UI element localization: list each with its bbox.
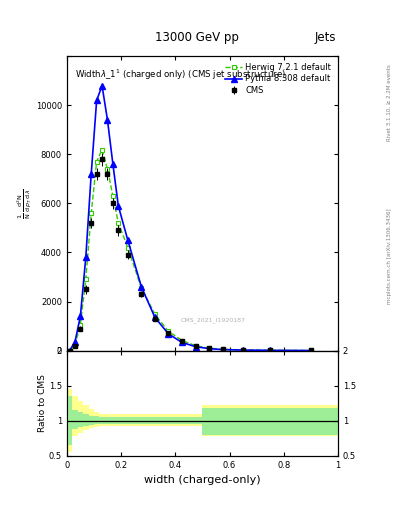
Herwig 7.2.1 default [268, 347, 273, 353]
Pythia 8.308 default [152, 314, 157, 321]
Herwig 7.2.1 default [83, 276, 88, 283]
Herwig 7.2.1 default [220, 346, 225, 352]
X-axis label: width (charged-only): width (charged-only) [144, 475, 261, 485]
Y-axis label: $\frac{1}{\mathrm{N}}\,\frac{\mathrm{d}^2\mathrm{N}}{\mathrm{d}\,p_T\,\mathrm{d}: $\frac{1}{\mathrm{N}}\,\frac{\mathrm{d}^… [16, 188, 34, 219]
Pythia 8.308 default [89, 171, 94, 177]
Text: 13000 GeV pp: 13000 GeV pp [154, 31, 239, 44]
Herwig 7.2.1 default [139, 285, 144, 291]
Text: Jets: Jets [314, 31, 336, 44]
Legend: Herwig 7.2.1 default, Pythia 8.308 default, CMS: Herwig 7.2.1 default, Pythia 8.308 defau… [223, 60, 334, 97]
Pythia 8.308 default [139, 284, 144, 290]
Pythia 8.308 default [268, 347, 273, 353]
Line: Herwig 7.2.1 default: Herwig 7.2.1 default [67, 147, 313, 353]
Pythia 8.308 default [67, 348, 72, 354]
Text: Rivet 3.1.10, ≥ 2.2M events: Rivet 3.1.10, ≥ 2.2M events [387, 64, 392, 141]
Herwig 7.2.1 default [105, 166, 110, 172]
Text: CMS_2021_I1920187: CMS_2021_I1920187 [181, 317, 246, 323]
Pythia 8.308 default [125, 237, 130, 243]
Herwig 7.2.1 default [67, 348, 72, 354]
Herwig 7.2.1 default [125, 245, 130, 251]
Pythia 8.308 default [207, 346, 211, 352]
Herwig 7.2.1 default [180, 337, 184, 344]
Text: mcplots.cern.ch [arXiv:1306.3436]: mcplots.cern.ch [arXiv:1306.3436] [387, 208, 392, 304]
Herwig 7.2.1 default [193, 343, 198, 349]
Line: Pythia 8.308 default: Pythia 8.308 default [66, 82, 314, 354]
Herwig 7.2.1 default [110, 193, 115, 199]
Herwig 7.2.1 default [94, 159, 99, 165]
Pythia 8.308 default [116, 203, 121, 209]
Pythia 8.308 default [73, 339, 77, 345]
Pythia 8.308 default [220, 347, 225, 353]
Herwig 7.2.1 default [166, 328, 171, 334]
Pythia 8.308 default [105, 117, 110, 123]
Text: Width$\lambda\_1^1$ (charged only) (CMS jet substructure): Width$\lambda\_1^1$ (charged only) (CMS … [75, 68, 286, 82]
Pythia 8.308 default [180, 339, 184, 346]
Herwig 7.2.1 default [241, 347, 245, 353]
Herwig 7.2.1 default [116, 220, 121, 226]
Pythia 8.308 default [83, 254, 88, 261]
Pythia 8.308 default [166, 331, 171, 337]
Pythia 8.308 default [100, 82, 105, 89]
Herwig 7.2.1 default [152, 311, 157, 317]
Herwig 7.2.1 default [207, 345, 211, 351]
Herwig 7.2.1 default [100, 146, 105, 153]
Herwig 7.2.1 default [89, 210, 94, 217]
Pythia 8.308 default [193, 344, 198, 350]
Pythia 8.308 default [241, 347, 245, 353]
Herwig 7.2.1 default [309, 347, 313, 353]
Y-axis label: Ratio to CMS: Ratio to CMS [39, 374, 48, 432]
Pythia 8.308 default [309, 348, 313, 354]
Herwig 7.2.1 default [78, 322, 83, 328]
Pythia 8.308 default [110, 161, 115, 167]
Pythia 8.308 default [94, 97, 99, 103]
Pythia 8.308 default [78, 313, 83, 319]
Herwig 7.2.1 default [73, 342, 77, 348]
